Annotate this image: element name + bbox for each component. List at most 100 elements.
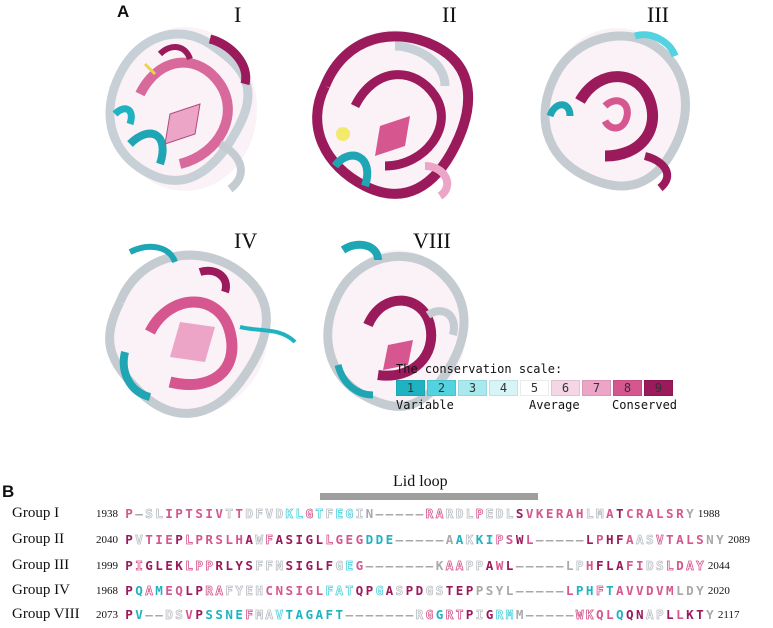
gap: – bbox=[405, 558, 414, 573]
structure-label-viii: VIII bbox=[413, 228, 451, 253]
gap: – bbox=[555, 558, 564, 573]
residue: E bbox=[545, 506, 554, 521]
residue: L bbox=[465, 506, 474, 522]
gap: – bbox=[575, 532, 584, 547]
gap: – bbox=[525, 558, 534, 573]
residue: Y bbox=[495, 583, 504, 598]
residue: K bbox=[535, 506, 544, 521]
residue: S bbox=[515, 506, 524, 521]
residue: Y bbox=[696, 583, 704, 598]
residue: S bbox=[505, 532, 514, 547]
residue: L bbox=[565, 558, 574, 573]
residue: F bbox=[265, 558, 274, 574]
residue: L bbox=[315, 583, 324, 598]
gap: – bbox=[535, 583, 544, 598]
residue: K bbox=[686, 607, 694, 622]
residue: A bbox=[145, 583, 153, 599]
residue: A bbox=[445, 532, 454, 547]
residue: G bbox=[435, 607, 444, 622]
residue: T bbox=[345, 583, 354, 599]
residue: S bbox=[285, 532, 294, 547]
residue: E bbox=[235, 607, 243, 622]
start-position: 1938 bbox=[96, 508, 118, 520]
gap: – bbox=[535, 558, 544, 573]
gap: – bbox=[415, 532, 424, 547]
residue: M bbox=[255, 607, 263, 623]
residue: G bbox=[425, 607, 434, 623]
residue: G bbox=[335, 532, 344, 547]
residue: T bbox=[185, 506, 193, 521]
residue: H bbox=[585, 583, 594, 598]
residue: P bbox=[125, 583, 133, 598]
sequence: P V – – D S V P S S N E F M A V T A G A F T – – – – – – – R G G R T P I G R M M… bbox=[124, 607, 715, 623]
residue: N bbox=[365, 506, 374, 521]
residue: D bbox=[375, 532, 384, 547]
residue: G bbox=[305, 532, 314, 547]
residue: S bbox=[485, 583, 494, 598]
residue: P bbox=[465, 607, 474, 622]
residue: F bbox=[325, 583, 334, 599]
residue: I bbox=[355, 506, 364, 522]
scale-left-label: Variable bbox=[396, 398, 454, 412]
residue: L bbox=[155, 506, 163, 522]
protein-structure-iii bbox=[535, 16, 700, 201]
residue: E bbox=[165, 583, 173, 598]
residue: D bbox=[455, 506, 464, 522]
alignment-row: Group III 1999 P I G L E K L P P R L Y S F F N S I G L F G E G – – –… bbox=[12, 557, 772, 579]
residue: A bbox=[485, 558, 494, 573]
gap: – bbox=[385, 506, 394, 521]
residue: P bbox=[465, 583, 474, 598]
residue: R bbox=[445, 506, 454, 522]
residue: N bbox=[275, 558, 284, 574]
alignment-row: Group IV 1968 P Q A M E Q L P R A F Y E H C N S I G L F A T Q P G A S… bbox=[12, 582, 772, 604]
residue: V bbox=[135, 532, 143, 548]
group-name: Group I bbox=[12, 505, 60, 521]
residue: W bbox=[255, 532, 263, 548]
residue: E bbox=[245, 583, 253, 599]
residue: S bbox=[395, 583, 404, 599]
residue: Y bbox=[235, 558, 243, 573]
gap: – bbox=[425, 532, 434, 547]
residue: I bbox=[295, 558, 304, 573]
residue: S bbox=[245, 558, 253, 573]
residue: P bbox=[575, 558, 584, 574]
residue: F bbox=[595, 558, 604, 573]
residue: L bbox=[315, 532, 324, 547]
residue: A bbox=[636, 532, 644, 548]
residue: P bbox=[195, 558, 203, 574]
residue: Q bbox=[625, 607, 634, 622]
residue: S bbox=[285, 558, 294, 573]
residue: R bbox=[555, 506, 564, 521]
residue: P bbox=[195, 532, 203, 547]
gap: – bbox=[525, 607, 534, 622]
structure-label-i: I bbox=[234, 2, 242, 27]
residue: T bbox=[285, 607, 294, 622]
protein-structure-ii bbox=[305, 16, 480, 211]
residue: F bbox=[615, 532, 624, 547]
scale-mid-label: Average bbox=[529, 398, 580, 412]
residue: E bbox=[345, 532, 354, 547]
scale-grade-1: 1 bbox=[396, 380, 425, 396]
residue: A bbox=[646, 607, 654, 623]
gap: – bbox=[365, 558, 374, 573]
end-position: 2044 bbox=[707, 560, 730, 572]
group-name: Group IV bbox=[12, 582, 70, 598]
residue: L bbox=[676, 583, 684, 598]
residue: R bbox=[215, 558, 223, 573]
residue: D bbox=[165, 607, 173, 623]
sequence: P I G L E K L P P R L Y S F F N S I G L F G E G – – – – – – – K A A P P A W L –… bbox=[124, 558, 705, 574]
residue: R bbox=[205, 583, 213, 599]
residue: P bbox=[475, 506, 484, 522]
residue: S bbox=[646, 532, 654, 548]
sequence: P V T I E P L P R S L H A W F A S I G L L G E G D D E – – – – – A A K K I P S W… bbox=[124, 532, 725, 548]
residue: K bbox=[175, 558, 183, 573]
gap: – bbox=[545, 532, 554, 547]
residue: P bbox=[205, 558, 213, 574]
residue: D bbox=[646, 583, 654, 598]
residue: F bbox=[325, 607, 334, 622]
gap: – bbox=[515, 558, 524, 573]
residue: Q bbox=[135, 583, 143, 598]
gap: – bbox=[555, 583, 564, 598]
residue: V bbox=[656, 532, 664, 548]
